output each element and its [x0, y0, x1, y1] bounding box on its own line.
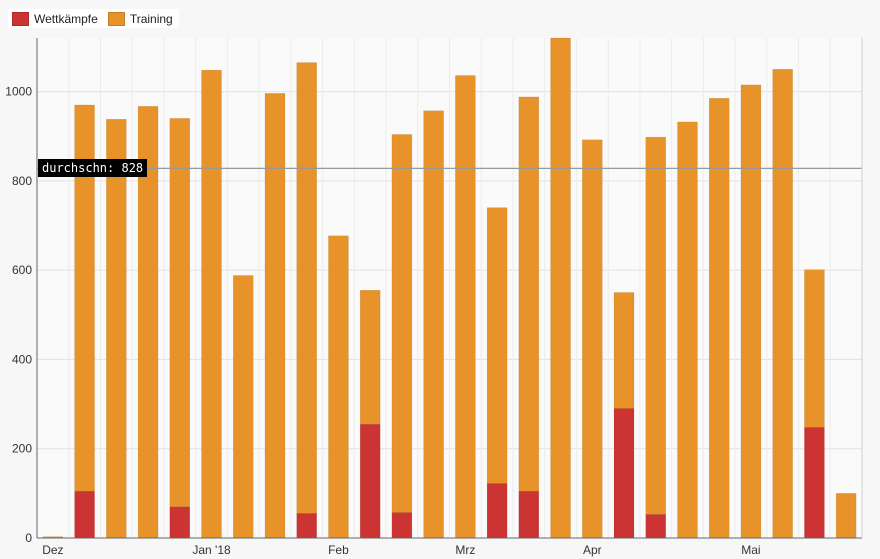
- bar-training: [328, 235, 349, 539]
- bar-wettkaempfe: [645, 514, 666, 539]
- bar-training: [772, 69, 793, 539]
- bar-training: [518, 96, 540, 492]
- bar-training: [391, 134, 413, 513]
- bar-training: [169, 118, 191, 507]
- legend-swatch-training: [107, 11, 125, 26]
- x-tick-label: Jan '18: [192, 543, 231, 557]
- legend-label-training: Training: [129, 11, 173, 26]
- x-tick-label: Mai: [741, 543, 760, 557]
- bar-training: [423, 110, 444, 539]
- average-label: durchschn: 828: [38, 159, 148, 178]
- bar-wettkaempfe: [296, 513, 317, 539]
- bar-training: [550, 37, 571, 539]
- y-axis-ticks: 0 200 400 600 800 1000: [5, 85, 32, 545]
- bar-wettkaempfe: [804, 427, 825, 539]
- y-tick-label: 600: [12, 263, 32, 277]
- bar-training: [804, 269, 825, 428]
- bar-wettkaempfe: [169, 506, 191, 539]
- bar-training: [455, 75, 476, 539]
- legend-item-wettkaempfe[interactable]: Wettkämpfe: [12, 11, 98, 26]
- bar-training: [233, 275, 254, 539]
- axes-layer: [36, 38, 863, 539]
- x-tick-label: Feb: [328, 543, 349, 557]
- y-tick-label: 200: [12, 442, 32, 456]
- bar-wettkaempfe: [74, 490, 95, 539]
- y-tick-label: 0: [25, 531, 32, 545]
- bar-training: [740, 84, 762, 539]
- bar-training: [74, 104, 95, 492]
- bar-training: [264, 93, 286, 539]
- bar-training: [613, 292, 635, 409]
- bar-training: [296, 62, 317, 514]
- x-tick-label: Dez: [42, 543, 63, 557]
- x-axis-ticks: Dez Jan '18 Feb Mrz Apr Mai: [42, 543, 760, 557]
- legend-label-wettkaempfe: Wettkämpfe: [34, 11, 98, 26]
- bars-layer: [42, 37, 857, 539]
- bar-wettkaempfe: [486, 483, 508, 539]
- y-tick-label: 1000: [5, 85, 32, 99]
- bar-wettkaempfe: [518, 490, 540, 539]
- bar-wettkaempfe: [613, 408, 635, 539]
- y-tick-label: 800: [12, 174, 32, 188]
- legend: Wettkämpfe Training: [8, 9, 179, 28]
- bar-training: [359, 289, 381, 425]
- x-tick-label: Mrz: [455, 543, 475, 557]
- bar-training: [486, 207, 508, 484]
- y-tick-label: 400: [12, 352, 32, 366]
- legend-item-training[interactable]: Training: [107, 11, 173, 26]
- legend-swatch-wettkaempfe: [12, 11, 29, 26]
- bar-training: [106, 119, 127, 539]
- x-tick-label: Apr: [583, 543, 602, 557]
- bar-wettkaempfe: [359, 423, 381, 539]
- bar-wettkaempfe: [391, 512, 413, 539]
- bar-training: [201, 69, 222, 539]
- bar-training: [708, 98, 730, 539]
- bar-training: [645, 136, 666, 515]
- bar-training: [677, 121, 698, 539]
- bar-training: [582, 139, 603, 539]
- bar-training: [835, 493, 857, 539]
